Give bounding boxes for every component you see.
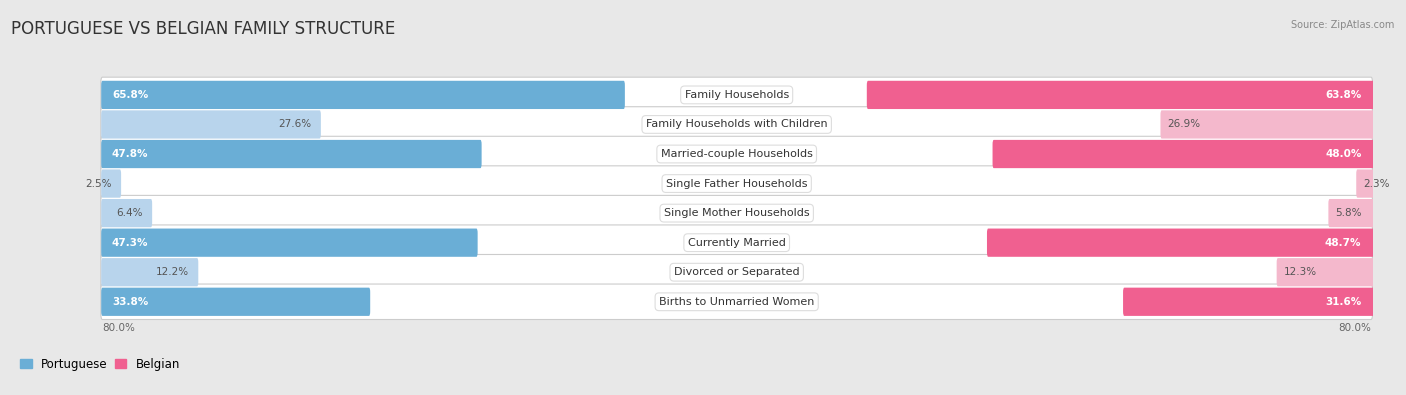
Text: Married-couple Households: Married-couple Households [661,149,813,159]
FancyBboxPatch shape [101,229,478,257]
Text: 63.8%: 63.8% [1326,90,1361,100]
FancyBboxPatch shape [101,169,121,198]
FancyBboxPatch shape [1277,258,1375,286]
FancyBboxPatch shape [101,196,1372,231]
FancyBboxPatch shape [101,166,1372,201]
Text: Family Households with Children: Family Households with Children [645,119,828,130]
Text: Divorced or Separated: Divorced or Separated [673,267,800,277]
Legend: Portuguese, Belgian: Portuguese, Belgian [15,353,186,375]
Text: 12.2%: 12.2% [156,267,190,277]
FancyBboxPatch shape [101,107,1372,142]
FancyBboxPatch shape [101,110,321,139]
FancyBboxPatch shape [1357,169,1375,198]
Text: 47.8%: 47.8% [112,149,149,159]
Text: 48.0%: 48.0% [1324,149,1361,159]
FancyBboxPatch shape [101,136,1372,172]
Text: 2.5%: 2.5% [86,179,112,188]
Text: Currently Married: Currently Married [688,238,786,248]
FancyBboxPatch shape [101,254,1372,290]
FancyBboxPatch shape [1123,288,1375,316]
FancyBboxPatch shape [101,284,1372,320]
Text: Births to Unmarried Women: Births to Unmarried Women [659,297,814,307]
Text: Family Households: Family Households [685,90,789,100]
Text: 65.8%: 65.8% [112,90,148,100]
FancyBboxPatch shape [868,81,1375,109]
Text: 80.0%: 80.0% [103,324,135,333]
Text: Single Father Households: Single Father Households [666,179,807,188]
Text: 47.3%: 47.3% [112,238,149,248]
Text: PORTUGUESE VS BELGIAN FAMILY STRUCTURE: PORTUGUESE VS BELGIAN FAMILY STRUCTURE [11,20,395,38]
FancyBboxPatch shape [101,225,1372,260]
FancyBboxPatch shape [101,81,624,109]
Text: 26.9%: 26.9% [1167,119,1201,130]
FancyBboxPatch shape [101,77,1372,113]
Text: 6.4%: 6.4% [117,208,143,218]
Text: 31.6%: 31.6% [1326,297,1361,307]
FancyBboxPatch shape [1160,110,1375,139]
FancyBboxPatch shape [101,199,152,227]
FancyBboxPatch shape [101,288,370,316]
Text: 27.6%: 27.6% [278,119,312,130]
FancyBboxPatch shape [993,140,1375,168]
Text: Source: ZipAtlas.com: Source: ZipAtlas.com [1291,20,1395,30]
FancyBboxPatch shape [987,229,1375,257]
Text: 80.0%: 80.0% [1339,324,1371,333]
Text: 33.8%: 33.8% [112,297,148,307]
FancyBboxPatch shape [101,258,198,286]
Text: 12.3%: 12.3% [1284,267,1316,277]
Text: 48.7%: 48.7% [1324,238,1361,248]
FancyBboxPatch shape [101,140,482,168]
FancyBboxPatch shape [1329,199,1375,227]
Text: 2.3%: 2.3% [1362,179,1389,188]
Text: Single Mother Households: Single Mother Households [664,208,810,218]
Text: 5.8%: 5.8% [1336,208,1361,218]
